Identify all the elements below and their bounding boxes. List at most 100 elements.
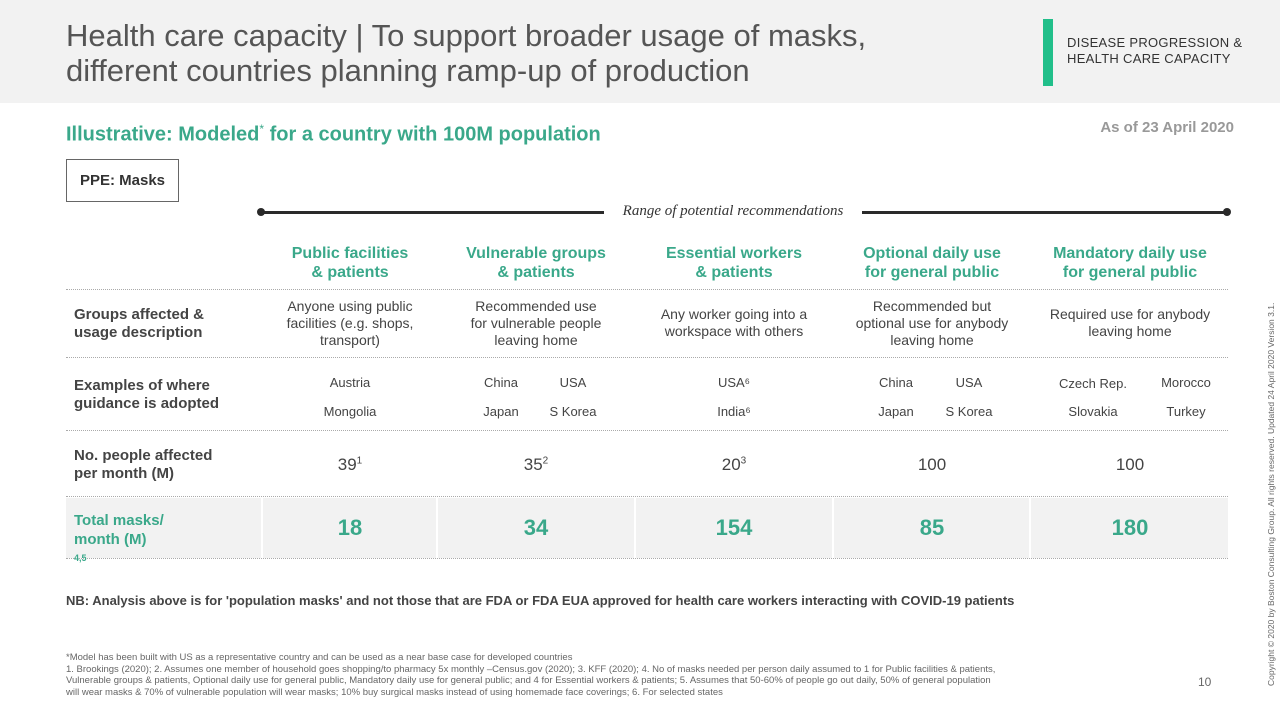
illustrative-subtitle: Illustrative: Modeled* for a country wit… xyxy=(66,122,601,147)
total-label-text: month (M) xyxy=(74,531,147,548)
range-line-left xyxy=(260,211,604,214)
cell-line: Recommended but xyxy=(872,298,992,314)
column-header-essential-workers: Essential workers & patients xyxy=(639,244,829,282)
range-end-dot xyxy=(1223,208,1231,216)
row-divider xyxy=(66,496,1228,497)
example-country: USA xyxy=(559,375,587,390)
cell-line: optional use for anybody xyxy=(855,315,1009,331)
title-line-2: different countries planning ramp-up of … xyxy=(66,53,750,88)
total-value-essential-workers: 154 xyxy=(715,515,753,540)
total-row-background xyxy=(438,498,634,558)
row-label-examples: Examples of where guidance is adopted xyxy=(74,377,219,413)
people-value: 100 xyxy=(1115,455,1145,474)
groups-cell-vulnerable-groups: Recommended use for vulnerable people le… xyxy=(441,298,631,349)
subtitle-text-b: for a country with 100M population xyxy=(264,123,601,146)
row-label-line: per month (M) xyxy=(74,465,174,482)
example-country: S Korea xyxy=(945,404,993,419)
people-value-essential-workers: 203 xyxy=(639,455,829,475)
cell-line: Required use for anybody xyxy=(1049,306,1211,322)
cell-line: leaving home xyxy=(494,332,578,348)
people-value-mandatory-daily-use: 100 xyxy=(1035,455,1225,475)
example-country: China xyxy=(484,375,518,390)
row-label-line: Total masks/ xyxy=(74,512,164,529)
example-country: Slovakia xyxy=(1068,404,1118,419)
people-value-optional-daily-use: 100 xyxy=(837,455,1027,475)
cell-line: Recommended use xyxy=(475,298,597,314)
row-label-people-affected: No. people affected per month (M) xyxy=(74,447,212,483)
column-header-line: Vulnerable groups xyxy=(466,245,606,262)
column-header-vulnerable-groups: Vulnerable groups & patients xyxy=(441,244,631,282)
copyright-notice: Copyright © 2020 by Boston Consulting Gr… xyxy=(1266,302,1276,686)
row-label-line: Groups affected & xyxy=(74,306,205,323)
as-of-date: As of 23 April 2020 xyxy=(1100,119,1234,136)
cell-line: leaving home xyxy=(1088,323,1172,339)
footnote-line: will wear masks & 70% of vulnerable popu… xyxy=(66,686,723,698)
section-label-line-2: HEALTH CARE CAPACITY xyxy=(1067,51,1231,66)
ppe-masks-tag: PPE: Masks xyxy=(66,159,179,202)
groups-cell-mandatory-daily-use: Required use for anybody leaving home xyxy=(1035,306,1225,340)
groups-cell-essential-workers: Any worker going into a workspace with o… xyxy=(639,306,829,340)
example-country: S Korea xyxy=(549,404,597,419)
nb-note: NB: Analysis above is for 'population ma… xyxy=(66,593,1015,608)
example-country: Japan xyxy=(878,404,914,419)
total-row-background xyxy=(636,498,832,558)
footnote-ref: 4,5 xyxy=(74,553,87,563)
footnotes: *Model has been built with US as a repre… xyxy=(66,652,1126,698)
title-line-1: Health care capacity | To support broade… xyxy=(66,18,867,53)
total-row-background xyxy=(1031,498,1228,558)
row-divider xyxy=(66,289,1228,290)
column-header-optional-daily-use: Optional daily use for general public xyxy=(837,244,1027,282)
people-value: 20 xyxy=(721,455,741,474)
column-header-line: & patients xyxy=(311,264,389,281)
total-value-optional-daily-use: 85 xyxy=(919,515,945,540)
cell-line: workspace with others xyxy=(664,323,804,339)
cell-line: facilities (e.g. shops, xyxy=(286,315,414,331)
footnote-ref: 2 xyxy=(542,455,549,467)
column-header-public-facilities: Public facilities & patients xyxy=(255,244,445,282)
example-country: China xyxy=(879,375,913,390)
row-label-line: No. people affected xyxy=(74,447,213,464)
total-row-background xyxy=(66,498,261,558)
example-country: Austria xyxy=(329,375,371,390)
row-label-total-masks: Total masks/ month (M) 4,5 xyxy=(74,511,164,572)
total-value-mandatory-daily-use: 180 xyxy=(1111,515,1149,540)
column-header-line: Essential workers xyxy=(665,245,803,262)
footnote-ref: 1 xyxy=(356,455,363,467)
column-header-line: & patients xyxy=(497,264,575,281)
footnote-line: *Model has been built with US as a repre… xyxy=(66,652,573,663)
footnote-line: Vulnerable groups & patients, Optional d… xyxy=(66,675,991,686)
total-value-public-facilities: 18 xyxy=(337,515,363,540)
row-divider xyxy=(66,558,1228,559)
footnote-ref: 3 xyxy=(740,455,747,467)
column-header-line: for general public xyxy=(1062,264,1198,281)
total-value-vulnerable-groups: 34 xyxy=(523,515,549,540)
people-value: 100 xyxy=(917,455,947,474)
total-row-background xyxy=(263,498,436,558)
row-divider xyxy=(66,430,1228,431)
column-header-line: Optional daily use xyxy=(863,245,1001,262)
section-accent-bar xyxy=(1043,19,1053,86)
footnote-line: 1. Brookings (2020); 2. Assumes one memb… xyxy=(66,663,996,675)
row-label-line: month (M) 4,5 xyxy=(74,530,164,572)
cell-line: transport) xyxy=(320,332,380,348)
subtitle-text-a: Illustrative: Modeled xyxy=(66,123,260,146)
example-country: Morocco xyxy=(1161,375,1211,390)
section-label-line-1: DISEASE PROGRESSION & xyxy=(1067,35,1243,50)
cell-line: leaving home xyxy=(890,332,974,348)
cell-line: Any worker going into a xyxy=(660,306,808,322)
example-country: Mongolia xyxy=(323,404,377,419)
row-divider xyxy=(66,357,1228,358)
subtitle-asterisk: * xyxy=(259,122,265,136)
people-value: 35 xyxy=(523,455,543,474)
header-band xyxy=(0,0,1280,103)
example-country: Turkey xyxy=(1166,404,1206,419)
example-country: USA xyxy=(955,375,983,390)
page-title: Health care capacity | To support broade… xyxy=(66,18,966,88)
column-header-mandatory-daily-use: Mandatory daily use for general public xyxy=(1035,244,1225,282)
example-country: Czech Rep. xyxy=(1059,376,1127,391)
range-label: Range of potential recommendations xyxy=(604,203,862,220)
row-label-groups-affected: Groups affected & usage description xyxy=(74,306,204,342)
people-value-public-facilities: 391 xyxy=(255,455,445,475)
groups-cell-public-facilities: Anyone using public facilities (e.g. sho… xyxy=(255,298,445,349)
range-line-right xyxy=(862,211,1226,214)
